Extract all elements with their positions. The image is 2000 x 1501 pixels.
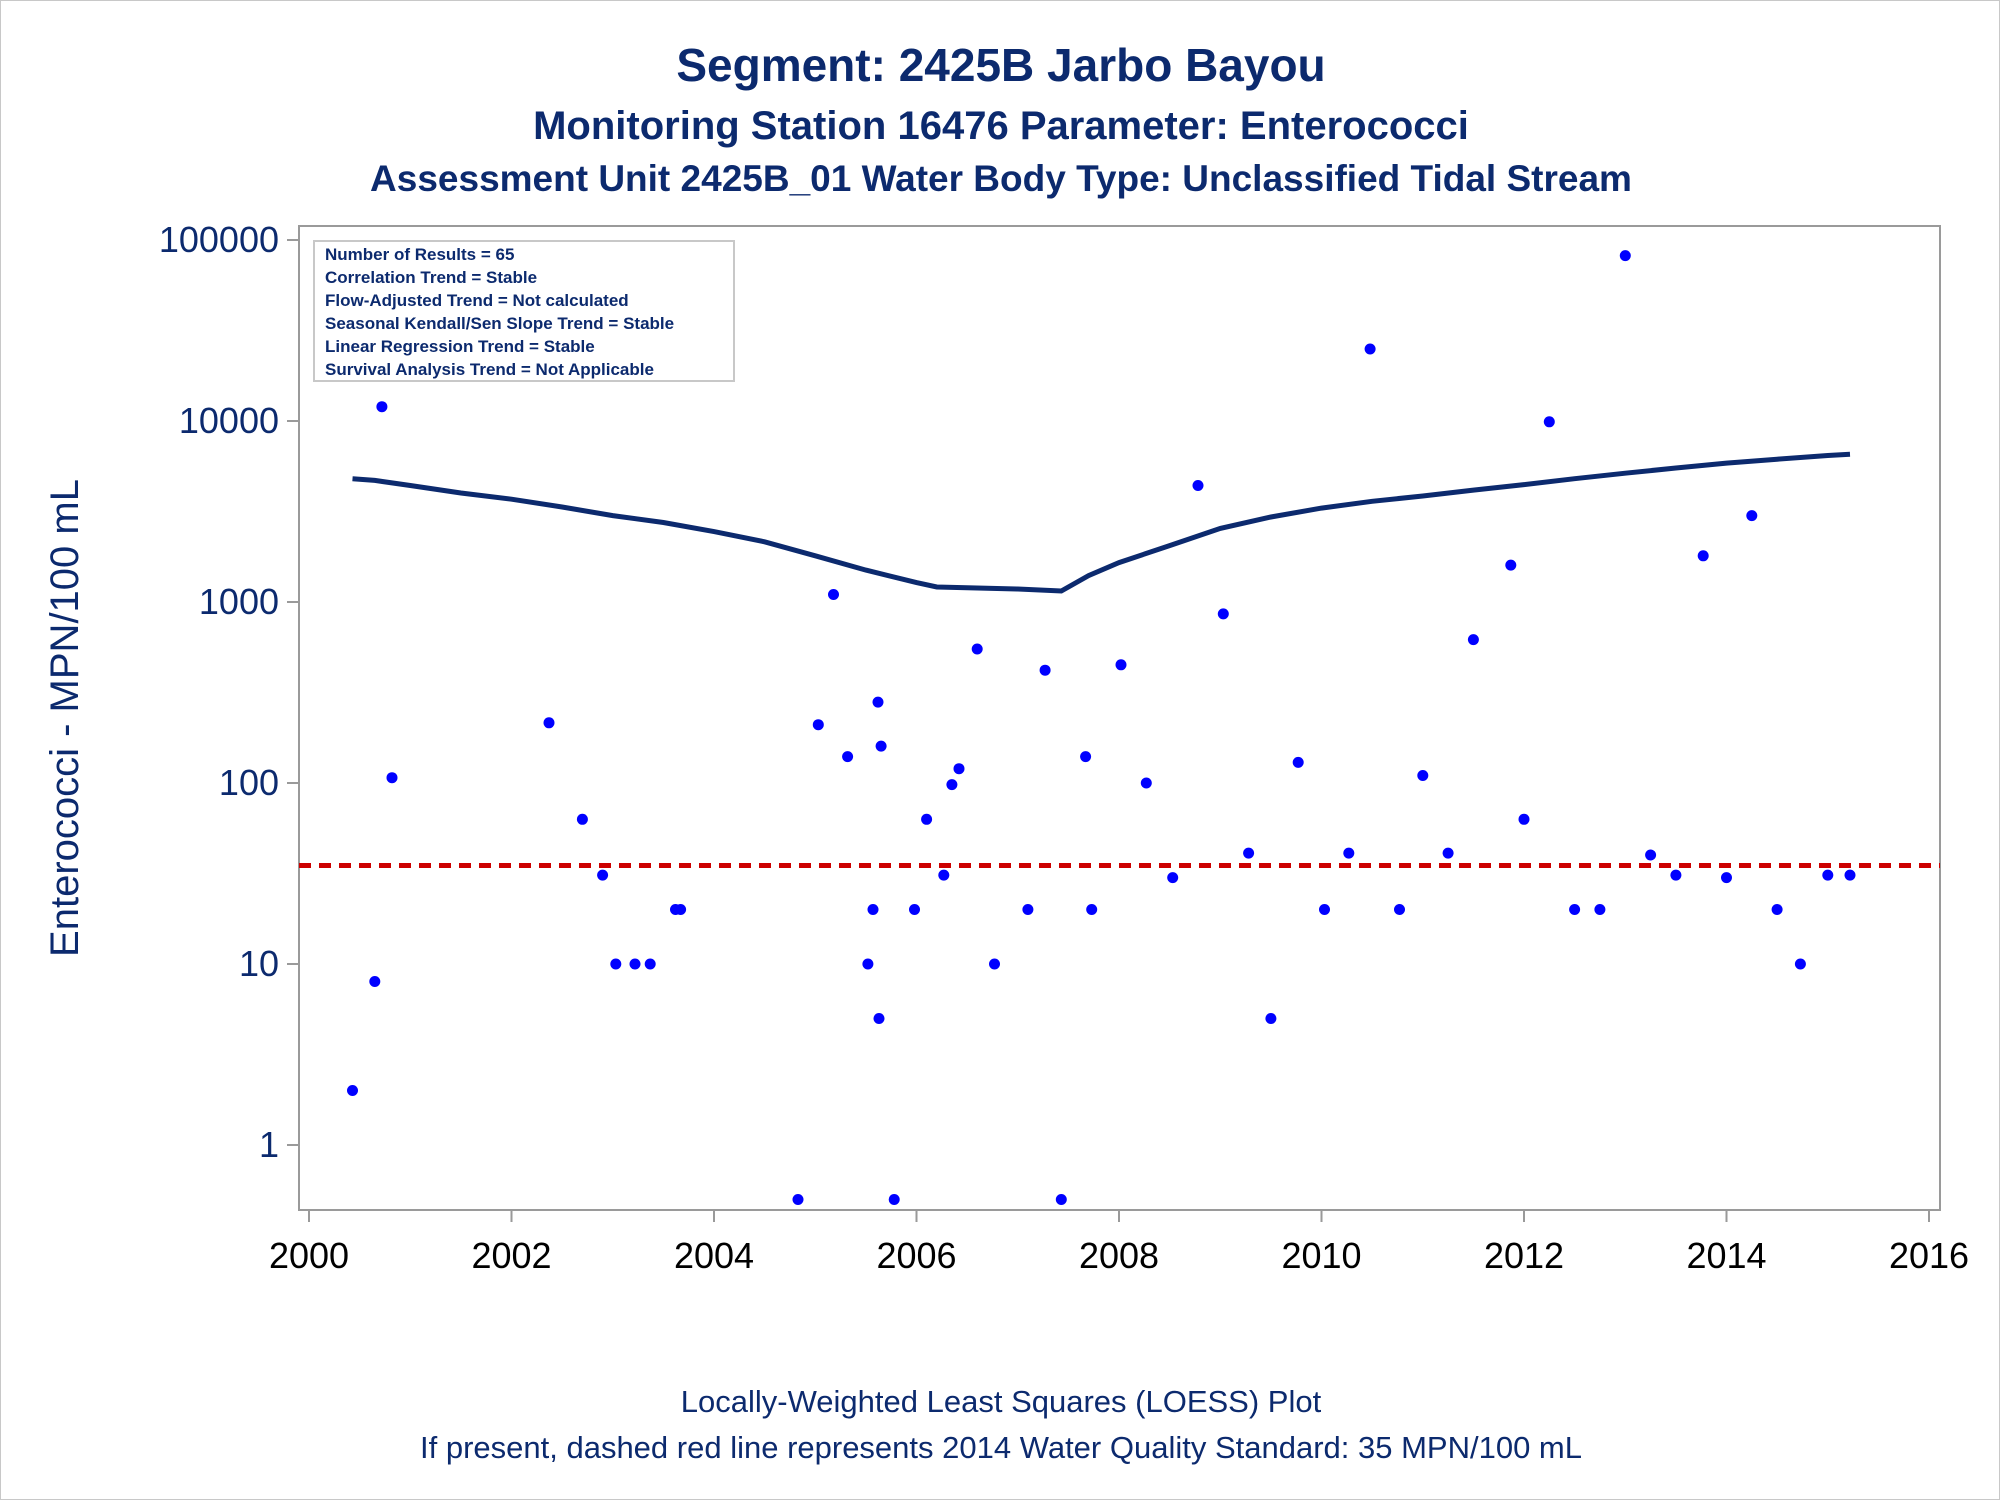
data-point xyxy=(1022,904,1034,915)
stats-box: Number of Results = 65 Correlation Trend… xyxy=(313,240,735,382)
footnote-loess: Locally-Weighted Least Squares (LOESS) P… xyxy=(681,1384,1322,1419)
x-tick-label: 2008 xyxy=(1079,1235,1159,1276)
loess-curve xyxy=(352,451,1851,594)
stats-line: Survival Analysis Trend = Not Applicable xyxy=(325,360,654,379)
data-point xyxy=(921,813,933,825)
data-point xyxy=(971,643,983,655)
data-point xyxy=(644,958,656,970)
data-point xyxy=(576,813,588,825)
data-point xyxy=(1569,904,1581,915)
data-point xyxy=(1822,869,1834,881)
data-point xyxy=(1265,1013,1277,1024)
data-point xyxy=(610,958,622,970)
x-tick-label: 2004 xyxy=(674,1235,754,1276)
data-point xyxy=(792,1194,804,1205)
x-tick-label: 2000 xyxy=(269,1235,349,1276)
data-point xyxy=(1140,777,1152,789)
data-point xyxy=(1619,250,1631,262)
data-point xyxy=(543,717,555,729)
data-point xyxy=(1217,608,1229,620)
x-tick-label: 2012 xyxy=(1484,1235,1564,1276)
data-point xyxy=(1086,904,1098,915)
data-point xyxy=(888,1194,900,1205)
stats-line: Number of Results = 65 xyxy=(325,245,514,264)
y-tick-label: 1 xyxy=(259,1124,279,1165)
data-point xyxy=(872,696,884,708)
data-point xyxy=(1518,813,1530,825)
data-point xyxy=(675,904,687,915)
data-point xyxy=(1645,849,1657,861)
y-tick-label: 100 xyxy=(219,762,279,803)
data-point xyxy=(875,740,887,752)
data-point xyxy=(1115,659,1127,671)
x-tick-label: 2010 xyxy=(1281,1235,1361,1276)
x-tick-label: 2002 xyxy=(471,1235,551,1276)
data-point xyxy=(989,958,1000,970)
data-point xyxy=(1844,869,1856,881)
x-tick-label: 2016 xyxy=(1889,1235,1969,1276)
data-point xyxy=(1746,510,1758,522)
data-points xyxy=(347,250,1856,1205)
data-point xyxy=(1417,770,1429,781)
y-tick-label: 1000 xyxy=(199,581,279,622)
data-point xyxy=(629,958,641,970)
data-point xyxy=(873,1013,885,1024)
data-point xyxy=(1794,958,1806,970)
stats-line: Seasonal Kendall/Sen Slope Trend = Stabl… xyxy=(325,314,674,333)
data-point xyxy=(1167,872,1179,884)
data-point xyxy=(1721,872,1732,884)
chart-title: Segment: 2425B Jarbo Bayou xyxy=(676,39,1325,91)
data-point xyxy=(842,751,854,763)
data-point xyxy=(1670,869,1682,881)
stats-line: Flow-Adjusted Trend = Not calculated xyxy=(325,291,629,310)
data-point xyxy=(1292,756,1304,768)
data-point xyxy=(1442,847,1454,859)
data-point xyxy=(946,779,958,791)
data-point xyxy=(1543,416,1555,428)
stats-line: Linear Regression Trend = Stable xyxy=(325,337,595,356)
data-point xyxy=(828,589,839,600)
data-point xyxy=(909,904,920,915)
data-point xyxy=(1243,847,1255,859)
data-point xyxy=(1039,664,1051,676)
y-tick-label: 10000 xyxy=(179,400,279,441)
data-point xyxy=(867,904,879,915)
data-point xyxy=(347,1085,358,1096)
chart-subtitle: Monitoring Station 16476 Parameter: Ente… xyxy=(533,104,1469,148)
data-point xyxy=(1080,751,1092,763)
y-axis: 1 10 100 1000 10000 100000 xyxy=(159,219,299,1165)
footnote-standard: If present, dashed red line represents 2… xyxy=(420,1430,1582,1465)
data-point xyxy=(1343,847,1355,859)
data-point xyxy=(862,958,874,970)
data-point xyxy=(1055,1194,1067,1205)
data-point xyxy=(376,401,388,413)
data-point xyxy=(938,869,950,881)
x-axis: 2000 2002 2004 2006 2008 2010 2012 2014 2016 xyxy=(269,1210,1969,1276)
y-tick-label: 100000 xyxy=(159,219,279,260)
y-axis-label: Enterococci - MPN/100 mL xyxy=(43,479,87,957)
chart-subtitle-2: Assessment Unit 2425B_01 Water Body Type… xyxy=(370,158,1632,199)
data-point xyxy=(1467,634,1479,646)
data-point xyxy=(597,869,609,881)
data-point xyxy=(1319,904,1330,915)
data-point xyxy=(1594,904,1606,915)
stats-line: Correlation Trend = Stable xyxy=(325,268,537,287)
data-point xyxy=(1192,480,1204,491)
data-point xyxy=(1697,550,1709,562)
data-point xyxy=(953,763,965,775)
y-tick-label: 10 xyxy=(239,943,279,984)
stats-box-frame xyxy=(313,240,735,382)
data-point xyxy=(1394,904,1405,915)
data-point xyxy=(1771,904,1783,915)
data-point xyxy=(386,772,398,784)
data-point xyxy=(369,976,381,987)
data-point xyxy=(812,719,824,731)
x-tick-label: 2014 xyxy=(1686,1235,1766,1276)
data-point xyxy=(1364,343,1376,355)
data-point xyxy=(1505,559,1517,571)
x-tick-label: 2006 xyxy=(876,1235,956,1276)
